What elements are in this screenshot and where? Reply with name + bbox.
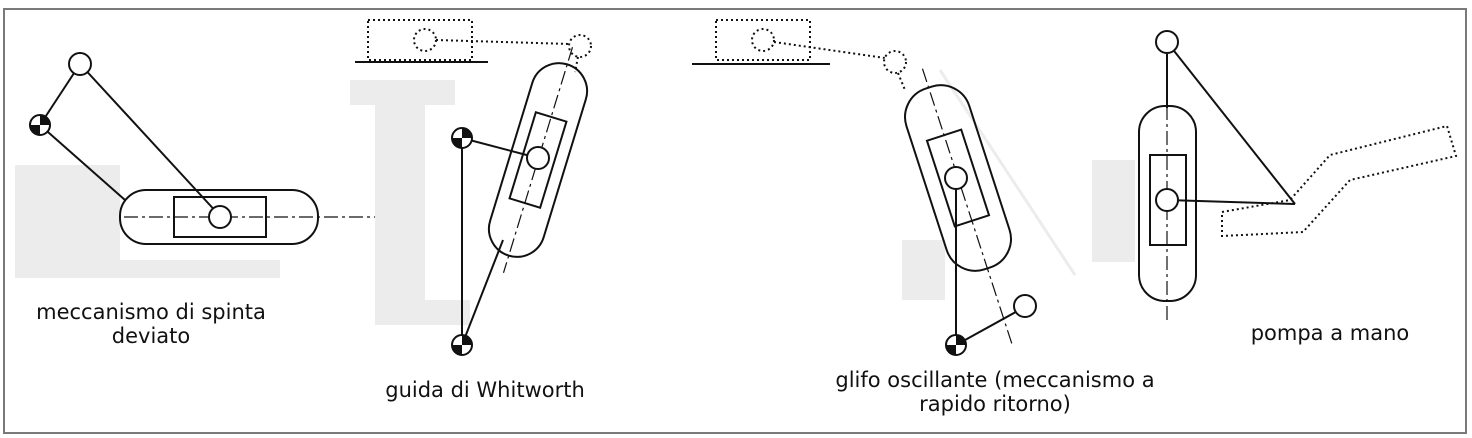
- fixed-pivot-icon: [945, 334, 967, 356]
- rod-link: [1166, 199, 1296, 205]
- fixed-pivot-icon: [29, 114, 51, 136]
- dotted-slider: [715, 19, 811, 61]
- shadow-shape: [350, 80, 470, 325]
- fixed-pivot-icon: [451, 127, 473, 149]
- shadow-shape: [902, 240, 945, 300]
- oscillating-slot-mechanism: [692, 19, 1077, 356]
- lever-link: [461, 239, 504, 346]
- slider-block: [925, 128, 991, 228]
- crank-link: [461, 137, 539, 159]
- caption-whitworth: guida di Whitworth: [385, 378, 585, 402]
- slider-block: [508, 111, 568, 209]
- shadow-shape: [1092, 160, 1135, 262]
- dotted-end-pin: [883, 50, 907, 74]
- slider-pin: [944, 166, 968, 190]
- crank-pin: [68, 52, 92, 76]
- dotted-end-pin: [568, 34, 592, 58]
- dotted-slider-pin: [751, 28, 775, 52]
- connecting-rod: [955, 307, 1024, 346]
- crank-link: [39, 63, 81, 126]
- caption-oscillating-slot: glifo oscillante (meccanismo a rapido ri…: [835, 368, 1155, 416]
- slider-pin: [526, 146, 550, 170]
- caption-hand-pump: pompa a mano: [1250, 321, 1410, 345]
- ground-link: [39, 124, 126, 201]
- offset-slider-crank: [15, 52, 380, 278]
- faint-line: [938, 69, 1077, 276]
- shadow-shape: [15, 165, 280, 278]
- lever-link: [1166, 41, 1296, 205]
- dotted-slider: [367, 19, 473, 61]
- dotted-rod: [435, 39, 571, 45]
- hand-pump-mechanism: [1092, 30, 1458, 320]
- slider-block: [173, 196, 267, 238]
- lever-axis: [921, 68, 1013, 345]
- caption-offset-slider-crank: meccanismo di spinta deviato: [36, 300, 266, 348]
- slider-pin: [208, 205, 232, 229]
- piston-pin: [1155, 188, 1179, 212]
- fixed-pivot-icon: [451, 334, 473, 356]
- whitworth-mechanism: [350, 19, 592, 356]
- dotted-rod: [773, 41, 886, 59]
- top-pin: [1155, 30, 1179, 54]
- dotted-slider-pin: [413, 28, 437, 52]
- rod-end-pin: [1013, 294, 1037, 318]
- dotted-handle: [1221, 124, 1458, 238]
